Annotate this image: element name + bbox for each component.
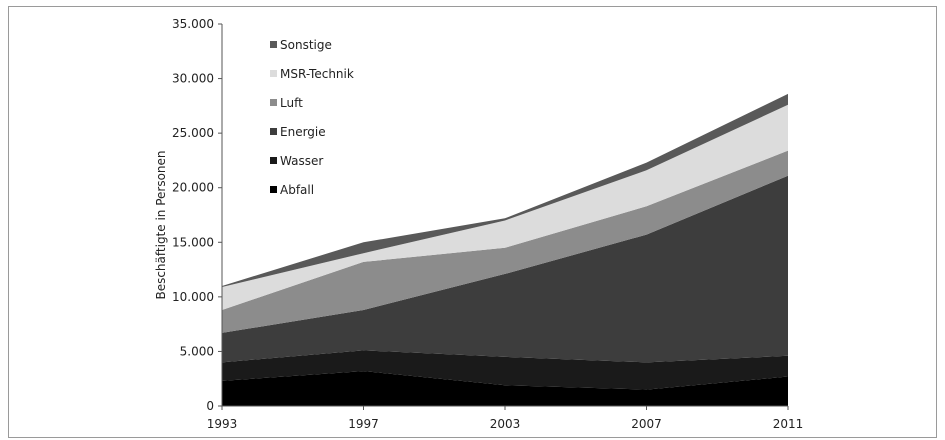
x-tick-label: 1997 [348,417,379,431]
legend-label-energie: Energie [280,125,326,139]
legend-label-wasser: Wasser [280,154,323,168]
area-series-msr-technik [222,104,788,310]
y-axis-ticks: 0 5.000 10.000 15.000 20.000 25.000 30.000 35.0… [172,17,222,413]
x-tick-label: 2011 [773,417,804,431]
legend-label-luft: Luft [280,96,303,110]
x-axis-ticks: 1993 1997 2003 2007 2011 [207,406,804,431]
area-series-energie [222,175,788,363]
legend-label-msr-technik: MSR-Technik [280,67,354,81]
legend-swatch-energie [270,128,277,135]
x-tick-label: 2003 [490,417,521,431]
legend-swatch-msr-technik [270,70,277,77]
legend-swatch-sonstige [270,41,277,48]
area-series-luft [222,150,788,333]
area-series-wasser [222,350,788,390]
y-axis-label: Beschäftigte in Personen [154,150,168,299]
area-layers [222,93,788,406]
y-tick-label: 15.000 [172,235,214,249]
legend-swatch-wasser [270,157,277,164]
y-tick-label: 0 [206,399,214,413]
y-tick-label: 10.000 [172,290,214,304]
x-tick-label: 2007 [631,417,662,431]
y-tick-label: 30.000 [172,72,214,86]
y-tick-label: 35.000 [172,17,214,31]
y-tick-label: 25.000 [172,126,214,140]
legend: Sonstige MSR-Technik Luft Energie Wasser Abfa… [270,38,354,197]
legend-label-sonstige: Sonstige [280,38,332,52]
y-tick-label: 20.000 [172,181,214,195]
x-tick-label: 1993 [207,417,238,431]
legend-label-abfall: Abfall [280,183,314,197]
y-tick-label: 5.000 [180,344,214,358]
legend-swatch-luft [270,99,277,106]
legend-swatch-abfall [270,186,277,193]
area-series-abfall [222,371,788,406]
